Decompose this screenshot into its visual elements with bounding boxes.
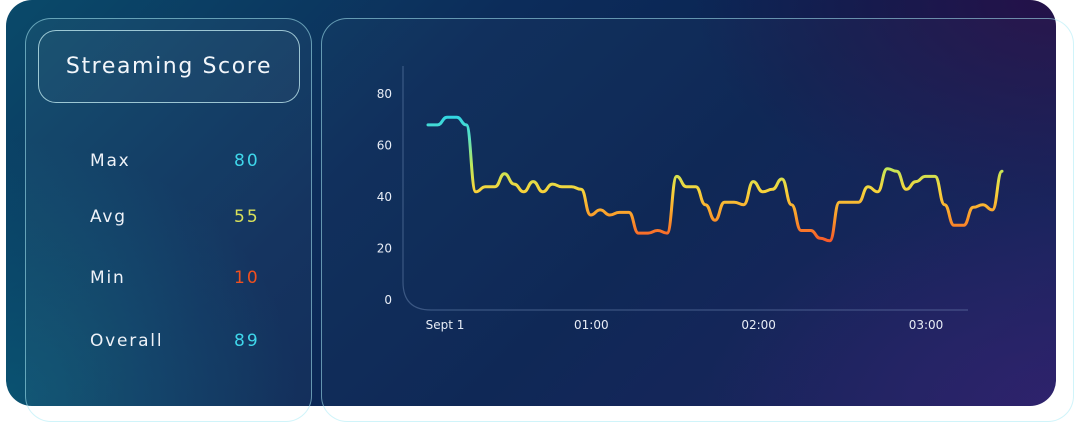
y-tick-label: 20 <box>377 242 392 256</box>
dashboard-background <box>6 0 1056 406</box>
x-tick-label: 02:00 <box>741 318 776 332</box>
stat-value-avg: 55 <box>234 207 260 227</box>
x-tick-label: 03:00 <box>909 318 944 332</box>
y-tick-label: 80 <box>377 87 392 101</box>
panel-title: Streaming Score <box>38 30 300 103</box>
y-axis-line <box>402 66 432 311</box>
y-tick-label: 0 <box>384 293 392 307</box>
series-line <box>426 115 1004 243</box>
stat-value-overall: 89 <box>234 331 260 351</box>
stat-value-max: 80 <box>234 151 260 171</box>
x-tick-label: 01:00 <box>574 318 609 332</box>
stat-value-min: 10 <box>234 268 260 288</box>
x-tick-label: Sept 1 <box>426 318 465 332</box>
stat-label-avg: Avg <box>90 207 127 227</box>
y-tick-label: 40 <box>377 190 392 204</box>
stat-label-overall: Overall <box>90 331 164 351</box>
y-tick-label: 60 <box>377 139 392 153</box>
stats-panel <box>25 18 312 422</box>
stat-label-max: Max <box>90 151 131 171</box>
stat-label-min: Min <box>90 268 126 288</box>
